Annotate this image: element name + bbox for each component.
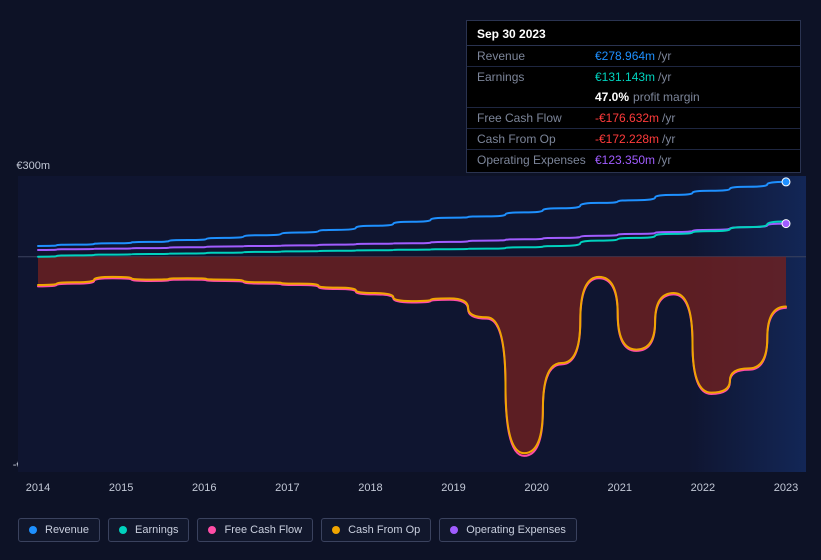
chart-tooltip: Sep 30 2023 Revenue€278.964m/yrEarnings€… bbox=[466, 20, 801, 173]
x-axis-label: 2019 bbox=[441, 482, 465, 494]
tooltip-row-label: Free Cash Flow bbox=[477, 110, 595, 126]
y-axis-label-top: €300m bbox=[0, 160, 50, 172]
x-axis-label: 2020 bbox=[524, 482, 548, 494]
tooltip-sub-value: 47.0% bbox=[595, 89, 629, 105]
x-axis-label: 2021 bbox=[608, 482, 632, 494]
tooltip-row-value: €123.350m bbox=[595, 152, 655, 168]
tooltip-row-unit: /yr bbox=[662, 110, 675, 126]
tooltip-row-value: -€172.228m bbox=[595, 131, 659, 147]
tooltip-row: Earnings€131.143m/yr bbox=[467, 66, 800, 87]
legend-item[interactable]: Revenue bbox=[18, 518, 100, 542]
tooltip-row-label: Cash From Op bbox=[477, 131, 595, 147]
tooltip-sub-label: profit margin bbox=[633, 89, 700, 105]
tooltip-subrow: 47.0%profit margin bbox=[467, 87, 800, 107]
tooltip-row: Free Cash Flow-€176.632m/yr bbox=[467, 107, 800, 128]
x-axis-label: 2018 bbox=[358, 482, 382, 494]
legend-item[interactable]: Earnings bbox=[108, 518, 189, 542]
legend-item[interactable]: Cash From Op bbox=[321, 518, 431, 542]
legend-label: Cash From Op bbox=[348, 524, 420, 536]
legend-dot-icon bbox=[119, 526, 127, 534]
tooltip-row-label: Operating Expenses bbox=[477, 152, 595, 168]
legend-dot-icon bbox=[29, 526, 37, 534]
legend-label: Free Cash Flow bbox=[224, 524, 302, 536]
chart-plot-area[interactable] bbox=[18, 176, 806, 472]
chart-legend: Revenue Earnings Free Cash Flow Cash From O… bbox=[18, 518, 577, 542]
tooltip-row-unit: /yr bbox=[658, 152, 671, 168]
x-axis: 2014 2015 2016 2017 2018 2019 2020 2021 2022 2023 bbox=[18, 482, 806, 498]
tooltip-row-unit: /yr bbox=[662, 131, 675, 147]
tooltip-row-value: €131.143m bbox=[595, 69, 655, 85]
legend-dot-icon bbox=[208, 526, 216, 534]
legend-dot-icon bbox=[450, 526, 458, 534]
x-axis-label: 2023 bbox=[774, 482, 798, 494]
tooltip-row-label: Revenue bbox=[477, 48, 595, 64]
x-axis-label: 2014 bbox=[26, 482, 50, 494]
x-axis-label: 2015 bbox=[109, 482, 133, 494]
legend-label: Operating Expenses bbox=[466, 524, 566, 536]
tooltip-row-value: €278.964m bbox=[595, 48, 655, 64]
tooltip-row-value: -€176.632m bbox=[595, 110, 659, 126]
legend-item[interactable]: Free Cash Flow bbox=[197, 518, 313, 542]
tooltip-row-label: Earnings bbox=[477, 69, 595, 85]
legend-label: Earnings bbox=[135, 524, 178, 536]
legend-label: Revenue bbox=[45, 524, 89, 536]
tooltip-date: Sep 30 2023 bbox=[467, 21, 800, 46]
legend-item[interactable]: Operating Expenses bbox=[439, 518, 577, 542]
tooltip-row: Operating Expenses€123.350m/yr bbox=[467, 149, 800, 170]
tooltip-row-unit: /yr bbox=[658, 48, 671, 64]
tooltip-row: Revenue€278.964m/yr bbox=[467, 46, 800, 66]
tooltip-row-unit: /yr bbox=[658, 69, 671, 85]
x-axis-label: 2017 bbox=[275, 482, 299, 494]
tooltip-row: Cash From Op-€172.228m/yr bbox=[467, 128, 800, 149]
x-axis-label: 2016 bbox=[192, 482, 216, 494]
x-axis-label: 2022 bbox=[691, 482, 715, 494]
legend-dot-icon bbox=[332, 526, 340, 534]
